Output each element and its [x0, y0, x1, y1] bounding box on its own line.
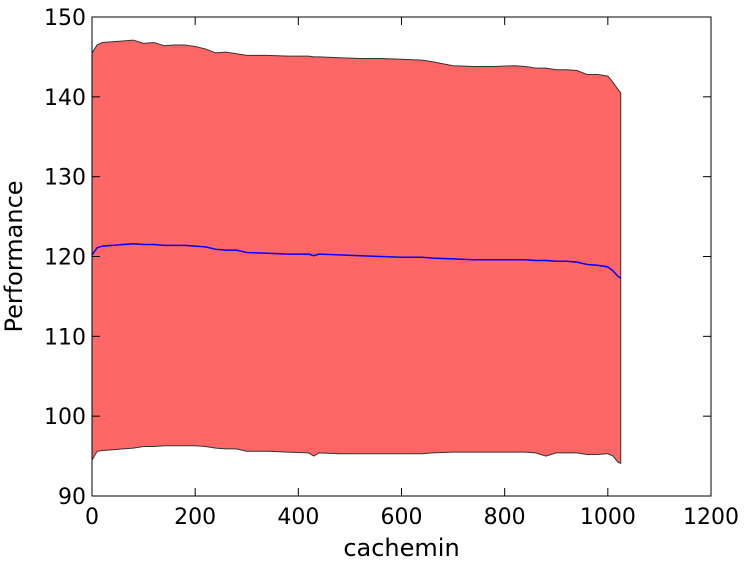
y-tick-label: 90 [58, 485, 86, 510]
x-tick-label: 600 [381, 505, 423, 530]
y-tick-label: 100 [44, 405, 86, 430]
x-tick-label: 0 [85, 505, 99, 530]
x-axis-label: cachemin [343, 534, 459, 562]
y-tick-label: 120 [44, 246, 86, 271]
y-tick-label: 150 [44, 6, 86, 31]
x-tick-label: 1000 [580, 505, 636, 530]
plot-layer [91, 39, 622, 464]
y-tick-label: 110 [44, 325, 86, 350]
x-tick-label: 200 [174, 505, 216, 530]
x-tick-label: 400 [277, 505, 319, 530]
tick-layer: 0 200 400 600 800 1000 1200 90 100 110 120 130 140 15… [44, 6, 739, 530]
series-line [91, 242, 622, 279]
y-axis-label: Performance [0, 180, 28, 332]
range-band [91, 39, 622, 464]
x-tick-label: 800 [484, 505, 526, 530]
y-tick-label: 130 [44, 166, 86, 191]
y-tick-label: 140 [44, 86, 86, 111]
x-tick-label: 1200 [683, 505, 739, 530]
